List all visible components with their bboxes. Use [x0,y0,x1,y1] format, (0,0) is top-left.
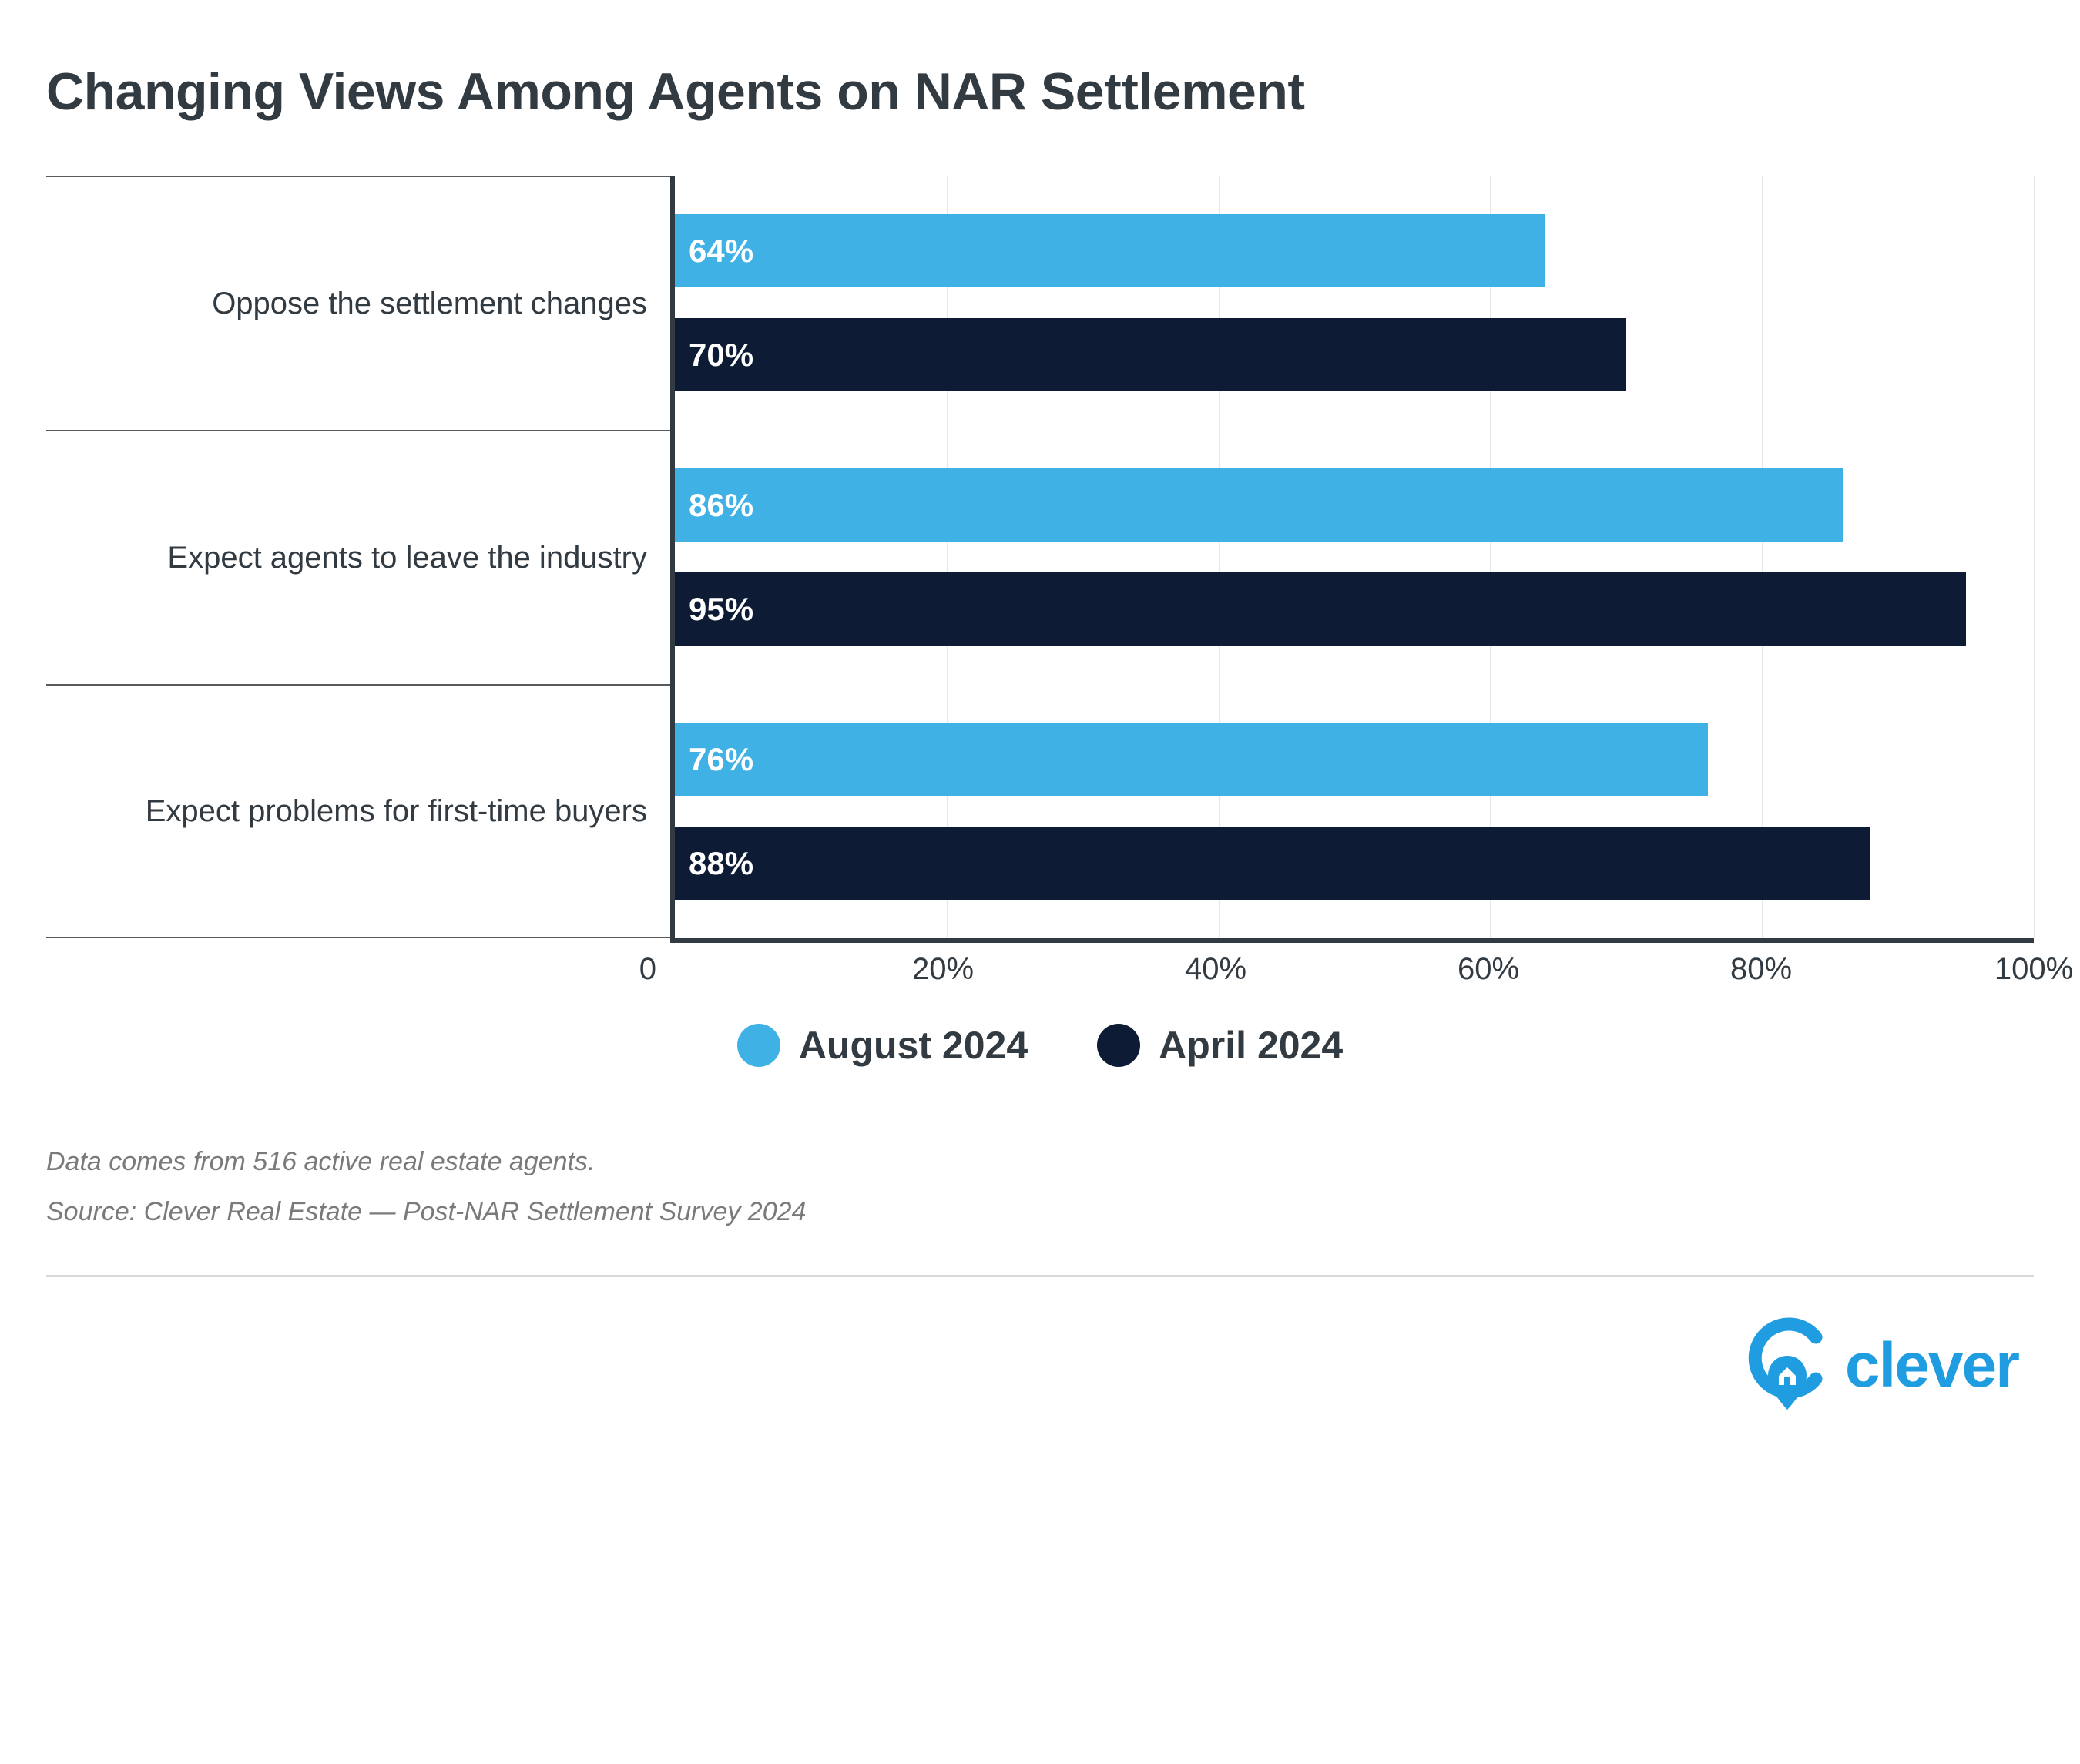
brand-name: clever [1845,1330,2018,1402]
bar-april_2024: 95% [675,572,1966,646]
plot-region: 64%70%86%95%76%88% [670,176,2034,938]
divider [46,1275,2034,1277]
clever-icon [1745,1316,1830,1416]
bar-group: 86%95% [675,430,2034,684]
y-axis-labels: Oppose the settlement changes Expect age… [46,176,670,938]
legend-dot-august [737,1024,780,1067]
chart-title: Changing Views Among Agents on NAR Settl… [46,62,2034,122]
chart-area: Oppose the settlement changes Expect age… [46,176,2034,938]
x-tick-label: 100% [1994,952,2073,987]
bar-group: 76%88% [675,684,2034,938]
x-tick-label: 40% [1185,952,1246,987]
bar-april_2024: 70% [675,318,1626,391]
footnotes: Data comes from 516 active real estate a… [46,1137,2034,1236]
legend-item-august: August 2024 [737,1023,1028,1068]
x-tick-label: 20% [912,952,974,987]
legend: August 2024 April 2024 [46,1023,2034,1068]
legend-label-august: August 2024 [799,1023,1028,1068]
gridline [2034,176,2035,938]
legend-item-april: April 2024 [1097,1023,1343,1068]
footnote-line-1: Data comes from 516 active real estate a… [46,1137,2034,1187]
footnote-line-2: Source: Clever Real Estate — Post-NAR Se… [46,1187,2034,1237]
x-tick-label: 0 [639,952,656,987]
y-label-1: Expect agents to leave the industry [46,430,670,684]
bar-august_2024: 86% [675,468,1843,542]
x-tick-label: 60% [1458,952,1519,987]
x-tick-label: 80% [1730,952,1792,987]
bar-august_2024: 76% [675,723,1708,796]
x-axis: 020%40%60%80%100% [670,938,2034,1000]
brand-logo: clever [1745,1316,2018,1416]
y-label-0: Oppose the settlement changes [46,176,670,430]
logo-region: clever [46,1316,2034,1416]
y-label-2: Expect problems for first-time buyers [46,684,670,938]
legend-label-april: April 2024 [1159,1023,1343,1068]
bar-august_2024: 64% [675,214,1545,287]
legend-dot-april [1097,1024,1140,1067]
bar-group: 64%70% [675,176,2034,430]
bar-april_2024: 88% [675,827,1870,900]
